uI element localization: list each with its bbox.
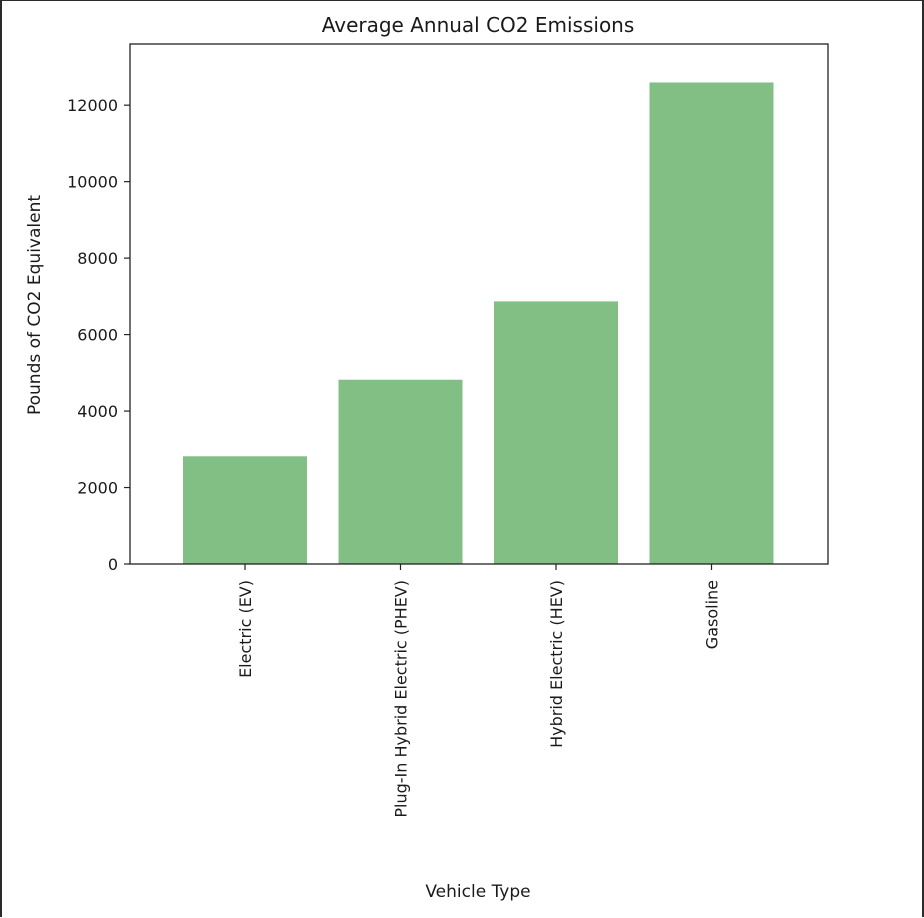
y-tick-label: 4000 [77, 402, 118, 421]
bar-4 [649, 82, 774, 564]
bar-3 [494, 301, 618, 564]
bars-group [183, 82, 774, 564]
y-axis-label: Pounds of CO2 Equivalent [25, 195, 45, 415]
y-tick-label: 10000 [67, 173, 118, 192]
x-tick-label: Hybrid Electric (HEV) [547, 580, 566, 748]
y-axis: 0 2000 4000 6000 8000 10000 12000 [67, 96, 130, 574]
y-tick-label: 12000 [67, 96, 118, 115]
bar-1 [183, 456, 307, 564]
y-tick-label: 6000 [77, 326, 118, 345]
x-tick-label: Electric (EV) [236, 580, 255, 678]
x-axis-label: Vehicle Type [425, 882, 530, 902]
y-tick-label: 2000 [77, 479, 118, 498]
y-tick-label: 0 [108, 555, 118, 574]
x-axis: Electric (EV) Plug-In Hybrid Electric (PH… [236, 564, 722, 818]
x-tick-label: Plug-In Hybrid Electric (PHEV) [392, 580, 411, 818]
x-tick-label: Gasoline [703, 580, 722, 649]
plot-area-frame [129, 43, 829, 565]
chart-title: Average Annual CO2 Emissions [322, 13, 635, 37]
y-tick-label: 8000 [77, 249, 118, 268]
bar-2 [338, 379, 463, 564]
